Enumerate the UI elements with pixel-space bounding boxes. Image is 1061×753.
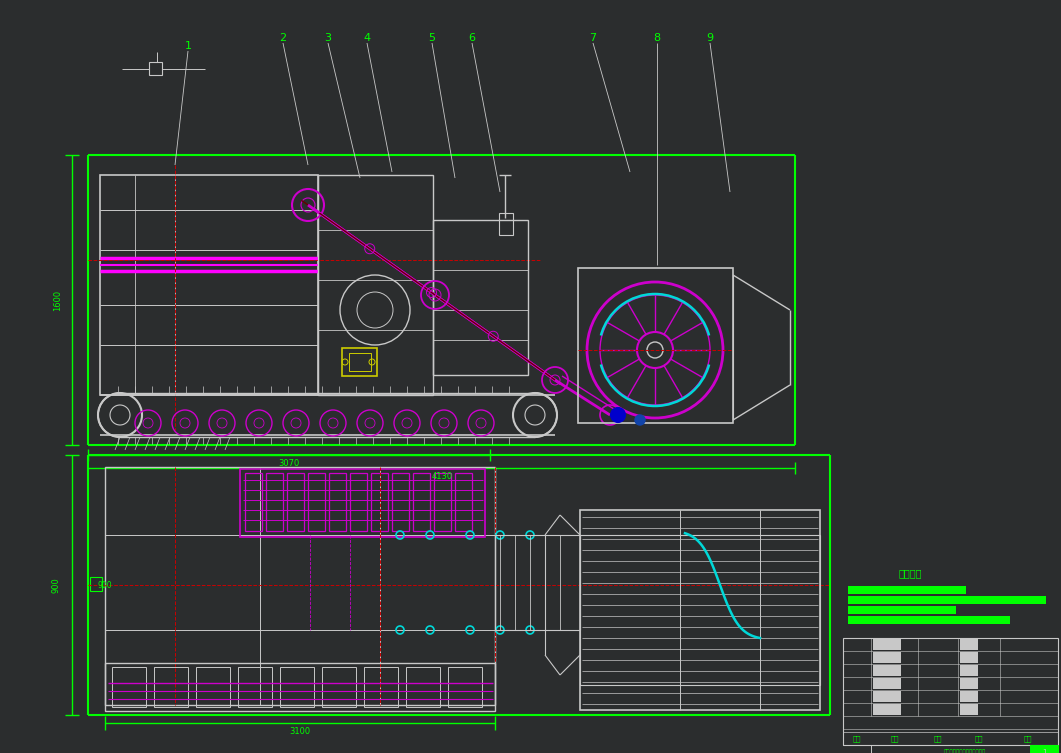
Bar <box>455 473 472 531</box>
Text: 8: 8 <box>654 33 661 43</box>
Bar <box>960 678 978 689</box>
Bar <box>349 353 371 371</box>
Bar <box>448 667 482 707</box>
Bar <box>873 704 901 715</box>
Circle shape <box>634 415 645 425</box>
Bar <box>406 667 440 707</box>
Text: 制图: 制图 <box>853 735 862 742</box>
Bar <box>843 638 1058 745</box>
Bar <box>112 667 146 707</box>
Bar <box>149 62 162 75</box>
Bar <box>495 535 580 630</box>
Text: 7: 7 <box>590 33 596 43</box>
Bar <box>371 473 388 531</box>
Bar <box>308 473 325 531</box>
Text: 2: 2 <box>279 33 286 43</box>
Bar <box>329 473 346 531</box>
Bar <box>286 473 305 531</box>
Text: 6: 6 <box>469 33 475 43</box>
Bar <box>871 745 1058 753</box>
Bar <box>364 667 398 707</box>
Bar <box>196 667 230 707</box>
Bar <box>280 667 314 707</box>
Text: 3070: 3070 <box>278 459 299 468</box>
Text: 标准: 标准 <box>975 735 984 742</box>
Bar <box>105 467 495 705</box>
Text: 5: 5 <box>429 33 435 43</box>
Bar <box>321 667 356 707</box>
Bar <box>873 665 901 676</box>
Bar <box>154 667 188 707</box>
Bar <box>873 652 901 663</box>
Bar <box>434 473 451 531</box>
Bar <box>873 691 901 702</box>
Bar <box>873 639 901 650</box>
Bar <box>843 732 1058 745</box>
Bar <box>578 268 733 423</box>
Bar <box>499 213 514 235</box>
Bar <box>392 473 408 531</box>
Bar <box>342 348 377 376</box>
Bar <box>848 616 1010 624</box>
Text: 4: 4 <box>364 33 370 43</box>
Bar <box>433 220 528 375</box>
Text: 1600: 1600 <box>53 289 63 310</box>
Text: 3100: 3100 <box>290 727 311 736</box>
Bar <box>245 473 262 531</box>
Text: 件号: 件号 <box>891 735 900 742</box>
Bar <box>90 577 102 591</box>
Bar <box>960 691 978 702</box>
Bar <box>960 665 978 676</box>
Bar <box>873 678 901 689</box>
Text: 1: 1 <box>185 41 191 51</box>
Text: 小型全液压履带式辣椒收获机: 小型全液压履带式辣椒收获机 <box>943 749 986 753</box>
Bar <box>580 510 820 710</box>
Bar <box>240 469 485 537</box>
Circle shape <box>611 408 625 422</box>
Text: 数量: 数量 <box>934 735 942 742</box>
Bar <box>350 473 367 531</box>
Text: 4130: 4130 <box>432 471 453 480</box>
Bar <box>238 667 272 707</box>
Text: 技术要求: 技术要求 <box>899 568 922 578</box>
Text: 件数: 件数 <box>1024 735 1032 742</box>
Bar <box>266 473 283 531</box>
Bar <box>580 535 820 685</box>
Text: 9: 9 <box>707 33 714 43</box>
Bar <box>318 175 433 395</box>
Bar <box>960 639 978 650</box>
Bar <box>848 586 966 594</box>
Bar <box>100 175 318 395</box>
Bar <box>848 606 956 614</box>
Text: 1: 1 <box>1042 749 1046 753</box>
Bar <box>960 652 978 663</box>
Text: 900: 900 <box>52 577 60 593</box>
Bar <box>960 704 978 715</box>
Bar <box>413 473 430 531</box>
Text: 900: 900 <box>97 581 111 590</box>
Text: 3: 3 <box>325 33 331 43</box>
Bar <box>848 596 1046 604</box>
Bar <box>1030 745 1058 753</box>
Bar <box>105 663 495 711</box>
